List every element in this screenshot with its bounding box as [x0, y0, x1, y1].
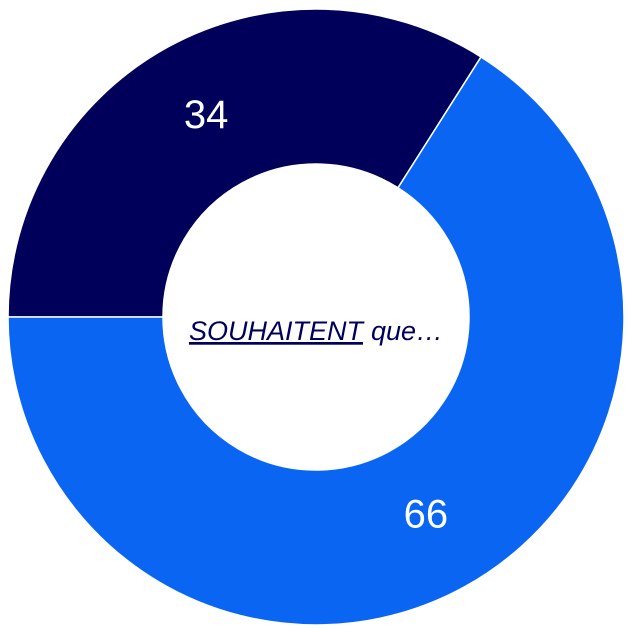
value-label: 66 — [404, 492, 449, 536]
donut-segment — [7, 8, 483, 318]
value-label: 34 — [184, 93, 229, 137]
center-rest: que… — [371, 316, 443, 346]
center-emphasis: SOUHAITENT — [189, 316, 366, 346]
donut-segment — [7, 55, 625, 626]
center-label: SOUHAITENT que… — [189, 316, 443, 346]
